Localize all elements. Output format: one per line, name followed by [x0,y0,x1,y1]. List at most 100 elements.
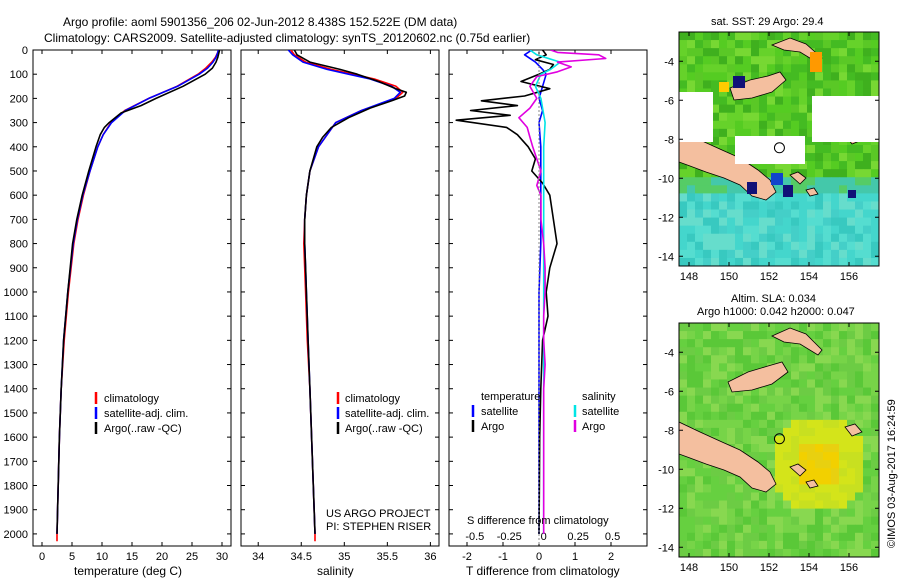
map-cell [783,427,792,437]
map-cell [815,88,824,97]
map-x-tick-label: 154 [800,562,818,574]
map-cell [767,387,776,397]
map-cell [855,177,864,186]
map-cell [719,427,728,437]
map-cell [679,241,688,251]
map-cell [759,56,768,65]
map-cell [679,169,688,178]
map-cell [807,468,816,477]
map-cell [815,427,824,437]
map-cell [783,387,792,397]
map-cell [871,193,879,202]
map-cell [831,387,840,397]
map-cell [703,508,712,518]
map-cell [799,185,808,194]
map-cell [727,548,736,557]
map-cell [831,201,840,210]
map-cell [759,161,768,170]
map-cell [839,217,848,227]
map-cell [839,161,848,170]
map-cell [799,161,808,170]
map-cell [751,128,760,138]
map-cell [839,48,848,57]
map-cell [711,217,720,227]
map-cell [759,435,768,445]
map-cell [815,540,824,550]
map-cell [695,484,704,493]
legend-label-s-satellite: satellite [582,406,619,418]
map-cell [807,257,816,266]
map-cell [815,452,824,461]
map-cell [831,484,840,493]
map-cell [855,40,864,49]
map-cell [775,104,784,114]
salinity-panel: 34 34.5 35 35.5 36 salinity climatology sate… [240,49,440,578]
map-cell [711,233,720,243]
map-cell [831,40,840,49]
map-cell [807,40,816,49]
map-cell [719,193,728,202]
map-cell [839,355,848,364]
map-cell [791,128,800,138]
map-cell [823,209,832,218]
map-y-tick-label: -8 [664,134,674,146]
map-cell [831,435,840,445]
map-cell [831,500,840,509]
map-cell [855,161,864,170]
map-cell [703,387,712,397]
map-cell [711,56,720,65]
map-cell [751,427,760,437]
map-cell [831,452,840,461]
map-cell [767,104,776,114]
map-cell [823,411,832,421]
map-cell [687,177,696,186]
map-cell [855,88,864,97]
map-cell [775,88,784,97]
map-cell [751,209,760,218]
map-cell [767,96,776,106]
map-cell [863,48,872,57]
map-cell [719,403,728,413]
map-cell [871,468,879,477]
map-cell [743,419,752,429]
map-cell [695,387,704,397]
map-cell [703,201,712,210]
map-cell [743,209,752,218]
map-cell [831,257,840,266]
map-cell [767,532,776,542]
cold-anomaly-cell [783,185,793,197]
map-cell [807,112,816,122]
map-cell [719,128,728,138]
map-cell [823,225,832,235]
map-cell [703,395,712,405]
map-cell [775,444,784,453]
map-cell [799,104,808,114]
map-cell [863,153,872,162]
map-cell [719,48,728,57]
map-cell [799,524,808,534]
x-tick-label: 25 [186,551,198,563]
map-cell [695,217,704,227]
map-cell [719,56,728,65]
map-cell [783,540,792,550]
depth-tick-label: 800 [10,239,28,251]
map-cell [735,444,744,453]
map-cell [815,548,824,557]
map-x-tick-label: 150 [720,271,738,283]
map-cell [791,508,800,518]
map-cell [863,371,872,380]
map-cell [695,363,704,372]
map-cell [735,339,744,348]
map-cell [703,40,712,49]
map-cell [783,112,792,122]
map-cell [759,339,768,348]
map-cell [751,452,760,461]
map-cell [703,64,712,73]
map-cell [799,32,808,41]
map-cell [815,241,824,251]
map-cell [871,540,879,550]
map-cell [863,387,872,397]
map-cell [863,427,872,437]
map-cell [783,48,792,57]
map-x-tick-label: 154 [800,271,818,283]
